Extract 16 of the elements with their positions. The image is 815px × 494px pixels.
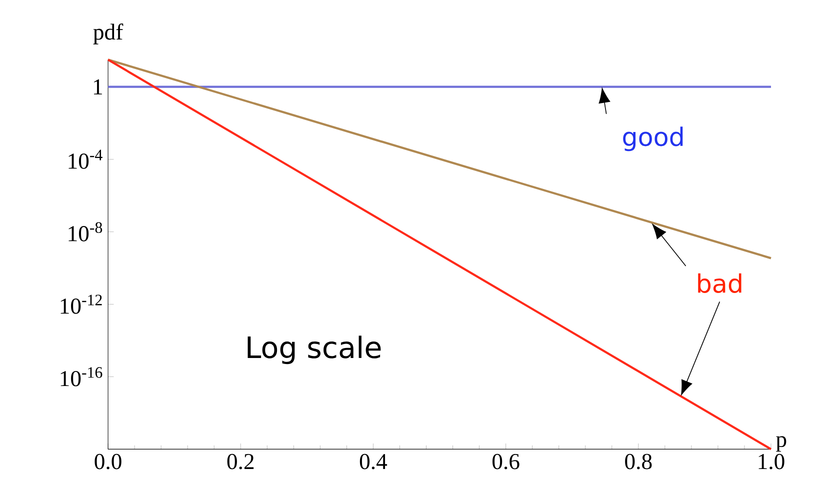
x-axis-title: p — [776, 436, 786, 452]
annotation: good — [623, 126, 683, 152]
annotation: Log scale — [248, 336, 381, 364]
annotation: bad — [698, 273, 742, 293]
y-tick-label: 10$^{-4}$ — [68, 150, 102, 169]
x-tick-label: 0.2 — [227, 454, 254, 470]
y-axis-title: pdf — [93, 23, 124, 44]
x-tick-label: 0.0 — [94, 454, 122, 470]
y-tick-label: 10$^{-16}$ — [60, 367, 102, 386]
x-tick-label: 0.6 — [492, 454, 520, 470]
x-tick-label: 0.4 — [360, 454, 388, 470]
x-tick-label: 1.0 — [758, 454, 784, 470]
y-tick-label: 1 — [94, 79, 102, 94]
x-tick-label: 0.8 — [625, 454, 652, 470]
y-tick-label: 10$^{-12}$ — [60, 294, 102, 314]
y-tick-label: 10$^{-8}$ — [68, 222, 102, 242]
